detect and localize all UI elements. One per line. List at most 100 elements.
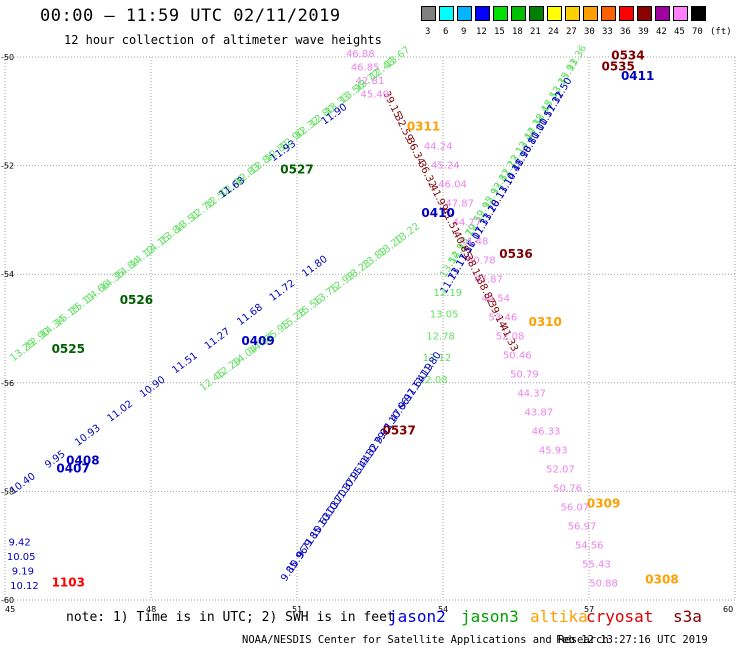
scale-label: 70 bbox=[692, 27, 703, 37]
pass-time-label: 0409 bbox=[241, 334, 274, 348]
scale-label: 9 bbox=[461, 27, 467, 37]
pass-time-label: 0308 bbox=[645, 573, 678, 587]
wave-height-value: 46.88 bbox=[346, 49, 375, 60]
legend-s3a: s3a bbox=[673, 607, 702, 626]
wave-height-value: 44.54 bbox=[481, 293, 510, 304]
credit-line: NOAA/NESDIS Center for Satellite Applica… bbox=[242, 634, 609, 646]
scale-swatch bbox=[421, 6, 436, 21]
pass-time-label: 0410 bbox=[421, 206, 454, 220]
map-title: 00:00 – 11:59 UTC 02/11/2019 bbox=[40, 6, 341, 26]
wave-height-value: 46.33 bbox=[532, 426, 561, 437]
wave-height-value: 50.46 bbox=[503, 350, 532, 361]
pass-time-label: 0527 bbox=[280, 163, 313, 177]
scale-swatch bbox=[655, 6, 670, 21]
wave-height-value: 56.07 bbox=[561, 502, 590, 513]
wave-height-value: 52.07 bbox=[546, 464, 575, 475]
scale-swatch bbox=[439, 6, 454, 21]
legend-cryosat: cryosat bbox=[586, 607, 654, 626]
latitude-tick-label: -56 bbox=[1, 379, 14, 388]
pass-time-label: 0311 bbox=[407, 119, 440, 133]
scale-swatch bbox=[565, 6, 580, 21]
wave-height-value: 11.27 bbox=[203, 326, 233, 352]
latitude-tick-label: -60 bbox=[1, 596, 14, 605]
pass-time-label: 0407 bbox=[56, 461, 89, 475]
wave-height-value: 11.80 bbox=[300, 254, 330, 280]
wave-height-value: 13.05 bbox=[430, 310, 459, 321]
wave-height-value: 11.68 bbox=[235, 302, 265, 328]
wave-height-value: 44.24 bbox=[424, 141, 453, 152]
scale-unit-label: (ft) bbox=[710, 27, 732, 37]
wave-height-value: 12.78 bbox=[426, 331, 455, 342]
longitude-tick-label: 54 bbox=[438, 605, 448, 614]
longitude-tick-label: 60 bbox=[723, 605, 733, 614]
legend-jason2: jason2 bbox=[388, 607, 446, 626]
scale-label: 39 bbox=[638, 27, 649, 37]
wave-height-value: 56.97 bbox=[568, 521, 597, 532]
wave-height-value: 10.93 bbox=[73, 423, 103, 449]
wave-height-value: 10.90 bbox=[138, 374, 168, 400]
wave-height-value: 43.87 bbox=[525, 407, 554, 418]
color-scale-legend: 3 6 9 12 15 18 21 24 27 30 33 36 39 42 45 70 (ft) bbox=[421, 6, 732, 46]
wave-height-value: 13.12 bbox=[423, 353, 452, 364]
scale-label: 33 bbox=[602, 27, 613, 37]
wave-height-value: 10.05 bbox=[7, 552, 36, 563]
wave-height-value: 10.12 bbox=[10, 581, 39, 592]
wave-height-value: 45.24 bbox=[431, 160, 460, 171]
scale-swatch bbox=[493, 6, 508, 21]
pass-time-label: 0309 bbox=[587, 497, 620, 511]
wave-height-value: 9.42 bbox=[8, 538, 30, 549]
longitude-tick-label: 51 bbox=[292, 605, 302, 614]
scale-swatch bbox=[673, 6, 688, 21]
wave-height-value: 55.43 bbox=[582, 559, 611, 570]
wave-height-value: 50.76 bbox=[553, 483, 582, 494]
scale-swatch bbox=[457, 6, 472, 21]
latitude-tick-label: -50 bbox=[1, 53, 14, 62]
scale-swatch bbox=[619, 6, 634, 21]
wave-height-value: 46.04 bbox=[438, 179, 467, 190]
scale-label: 27 bbox=[566, 27, 577, 37]
wave-height-value: 11.02 bbox=[106, 399, 136, 425]
pass-time-label: 0411 bbox=[621, 69, 654, 83]
wave-height-value: 12.08 bbox=[419, 375, 448, 386]
pass-time-label: 0534 bbox=[611, 49, 644, 63]
wave-height-value: 13.29 bbox=[8, 338, 37, 364]
scale-label: 12 bbox=[476, 27, 487, 37]
scale-label: 42 bbox=[656, 27, 667, 37]
longitude-tick-label: 48 bbox=[146, 605, 156, 614]
scale-label: 21 bbox=[530, 27, 541, 37]
scale-swatch bbox=[511, 6, 526, 21]
wave-height-value: 44.77 bbox=[453, 217, 482, 228]
wave-height-value: 50.79 bbox=[510, 369, 539, 380]
legend-jason3: jason3 bbox=[461, 607, 519, 626]
generation-timestamp: Feb 12 13:27:16 UTC 2019 bbox=[556, 634, 708, 646]
wave-height-value: 12.46 bbox=[198, 368, 227, 394]
footer-note: note: 1) Time is in UTC; 2) SWH is in fe… bbox=[66, 610, 395, 625]
wave-height-value: 45.49 bbox=[361, 90, 390, 101]
pass-time-label: 1103 bbox=[52, 575, 85, 589]
legend-altika: altika bbox=[530, 607, 588, 626]
scale-label: 6 bbox=[443, 27, 449, 37]
pass-time-label: 0535 bbox=[601, 60, 634, 74]
scale-label: 3 bbox=[425, 27, 431, 37]
wave-height-value: 42.81 bbox=[356, 76, 385, 87]
wave-height-value: 44.48 bbox=[460, 236, 489, 247]
scale-label: 30 bbox=[584, 27, 595, 37]
scale-label: 18 bbox=[512, 27, 523, 37]
scale-swatch bbox=[547, 6, 562, 21]
wave-height-value: 44.37 bbox=[517, 388, 546, 399]
wave-height-value: 47.87 bbox=[474, 274, 503, 285]
wave-height-value: 45.93 bbox=[539, 445, 568, 456]
scale-label: 45 bbox=[674, 27, 685, 37]
pass-time-label: 0408 bbox=[66, 453, 99, 467]
pass-time-label: 0310 bbox=[528, 315, 561, 329]
wave-height-value: 47.87 bbox=[445, 198, 474, 209]
scale-label: 15 bbox=[494, 27, 505, 37]
longitude-tick-label: 57 bbox=[584, 605, 594, 614]
scale-swatch bbox=[601, 6, 616, 21]
wave-height-value: 12.19 bbox=[434, 288, 463, 299]
wave-height-value: 11.51 bbox=[170, 350, 200, 376]
scale-label: 24 bbox=[548, 27, 559, 37]
map-subtitle: 12 hour collection of altimeter wave hei… bbox=[64, 33, 382, 47]
scale-swatch bbox=[637, 6, 652, 21]
